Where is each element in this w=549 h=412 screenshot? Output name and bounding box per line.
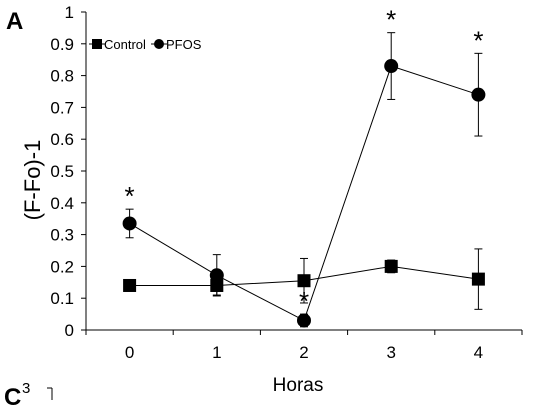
y-tick-label: 0 [65,321,74,340]
panel-label-a: A [6,8,24,35]
y-tick-label: 1 [65,3,74,22]
y-axis-label: (F-Fo)-1 [20,140,45,221]
legend-label-pfos: PFOS [166,37,202,52]
axes [81,11,523,335]
y-tick-label: 0.2 [50,257,74,276]
y-tick-label: 0.3 [50,226,74,245]
x-tick-label: 3 [386,343,395,362]
x-tick-labels: 0 1 2 3 4 [125,343,483,362]
next-panel-tick-label: 3 [22,380,31,397]
significance-star: * [125,181,135,211]
control-point [384,259,398,273]
x-tick-label: 1 [212,343,221,362]
pfos-point [297,313,311,328]
pfos-point [122,216,137,231]
y-tick-label: 0.5 [50,162,74,181]
y-tick-labels: 0 0.1 0.2 0.3 0.4 0.5 0.6 0.7 0.8 0.9 1 [50,3,74,340]
significance-star: * [473,25,483,55]
y-tick-label: 0.7 [50,98,74,117]
series-markers [122,59,486,328]
control-point [297,274,311,288]
control-point [471,272,485,286]
y-tick-label: 0.4 [50,194,74,213]
legend-circle-marker [154,39,164,49]
legend-label-control: Control [104,37,146,52]
x-tick-label: 4 [474,343,483,362]
next-panel-axis-stub [47,387,53,400]
control-point [210,278,224,292]
pfos-point [209,268,224,283]
y-tick-label: 0.9 [50,35,74,54]
y-tick-label: 0.6 [50,130,74,149]
x-tick-label: 2 [299,343,308,362]
significance-star: * [299,286,309,316]
x-tick-label: 0 [125,343,134,362]
control-point [123,278,137,292]
significance-star: * [386,5,396,35]
pfos-point [471,87,486,102]
x-axis-label: Horas [273,375,324,396]
legend-square-marker [92,39,102,49]
legend: Control PFOS [89,37,202,52]
y-tick-label: 0.8 [50,67,74,86]
significance-markers: * * * * [125,5,484,316]
y-tick-label: 0.1 [50,289,74,308]
pfos-point [384,59,399,74]
